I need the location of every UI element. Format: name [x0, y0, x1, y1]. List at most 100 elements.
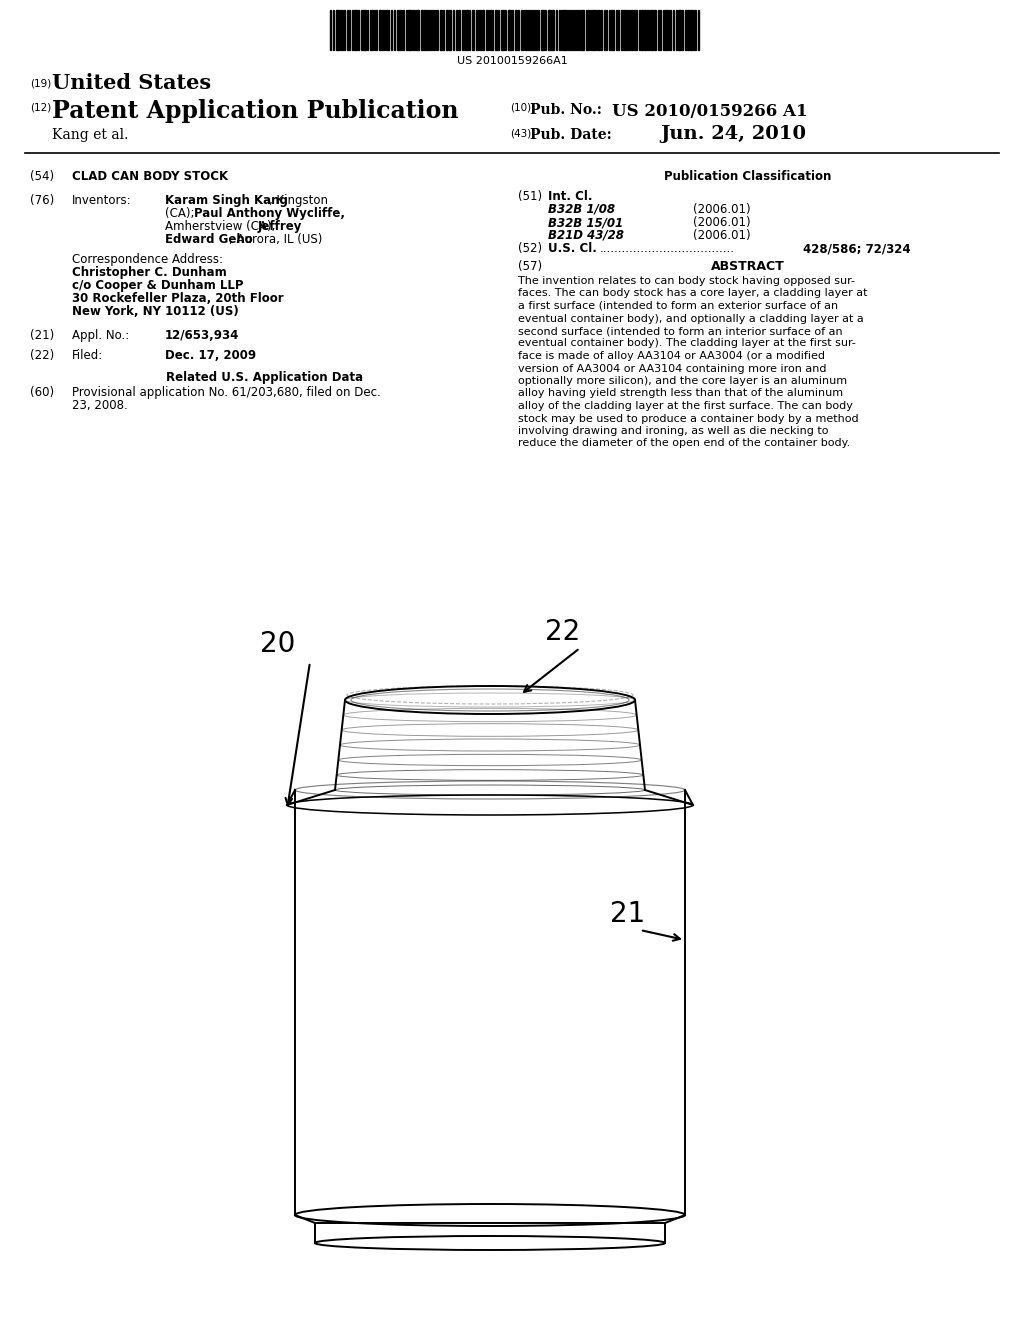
Text: alloy of the cladding layer at the first surface. The can body: alloy of the cladding layer at the first…: [518, 401, 853, 411]
Bar: [621, 11, 623, 50]
Text: US 20100159266A1: US 20100159266A1: [457, 55, 567, 66]
Bar: [624, 11, 626, 50]
Text: Jun. 24, 2010: Jun. 24, 2010: [660, 125, 806, 143]
Text: (2006.01): (2006.01): [693, 228, 751, 242]
Text: (19): (19): [30, 78, 51, 88]
Bar: [541, 11, 544, 50]
Text: 30 Rockefeller Plaza, 20th Floor: 30 Rockefeller Plaza, 20th Floor: [72, 292, 284, 305]
Text: c/o Cooper & Dunham LLP: c/o Cooper & Dunham LLP: [72, 279, 244, 292]
Bar: [641, 11, 643, 50]
Text: faces. The can body stock has a core layer, a cladding layer at: faces. The can body stock has a core lay…: [518, 289, 867, 298]
Text: involving drawing and ironing, as well as die necking to: involving drawing and ironing, as well a…: [518, 426, 828, 436]
Text: (12): (12): [30, 103, 51, 114]
Text: Provisional application No. 61/203,680, filed on Dec.: Provisional application No. 61/203,680, …: [72, 385, 381, 399]
Text: (57): (57): [518, 260, 542, 273]
Bar: [611, 11, 614, 50]
Text: B32B 15/01: B32B 15/01: [548, 216, 624, 228]
Bar: [508, 11, 511, 50]
Text: (51): (51): [518, 190, 542, 203]
Text: Karam Singh Kang: Karam Singh Kang: [165, 194, 288, 207]
Bar: [482, 11, 484, 50]
Text: 21: 21: [610, 900, 645, 928]
Bar: [515, 11, 517, 50]
Bar: [472, 11, 474, 50]
Bar: [592, 11, 595, 50]
Bar: [598, 11, 600, 50]
Text: Patent Application Publication: Patent Application Publication: [52, 99, 459, 123]
Bar: [379, 11, 381, 50]
Text: (CA);: (CA);: [165, 207, 199, 220]
Text: Appl. No.:: Appl. No.:: [72, 329, 129, 342]
Text: B32B 1/08: B32B 1/08: [548, 203, 615, 216]
Bar: [466, 11, 468, 50]
Bar: [654, 11, 656, 50]
Text: Pub. No.:: Pub. No.:: [530, 103, 602, 117]
Bar: [440, 11, 442, 50]
Text: The invention relates to can body stock having opposed sur-: The invention relates to can body stock …: [518, 276, 855, 286]
Text: Publication Classification: Publication Classification: [665, 170, 831, 183]
Text: , Kingston: , Kingston: [269, 194, 328, 207]
Text: 428/586; 72/324: 428/586; 72/324: [803, 242, 910, 255]
Text: 22: 22: [545, 618, 581, 645]
Text: (52): (52): [518, 242, 542, 255]
Bar: [421, 11, 423, 50]
Text: Kang et al.: Kang et al.: [52, 128, 128, 143]
Text: second surface (intended to form an interior surface of an: second surface (intended to form an inte…: [518, 326, 843, 337]
Text: Correspondence Address:: Correspondence Address:: [72, 253, 223, 267]
Text: alloy having yield strength less than that of the aluminum: alloy having yield strength less than th…: [518, 388, 843, 399]
Text: eventual container body), and optionally a cladding layer at a: eventual container body), and optionally…: [518, 314, 864, 323]
Text: (2006.01): (2006.01): [693, 203, 751, 216]
Text: Jeffrey: Jeffrey: [258, 220, 302, 234]
Bar: [581, 11, 584, 50]
Text: New York, NY 10112 (US): New York, NY 10112 (US): [72, 305, 239, 318]
Bar: [563, 11, 566, 50]
Bar: [552, 11, 554, 50]
Bar: [631, 11, 633, 50]
Bar: [336, 11, 339, 50]
Text: United States: United States: [52, 73, 211, 92]
Text: ....................................: ....................................: [600, 242, 735, 255]
Bar: [651, 11, 653, 50]
Text: US 2010/0159266 A1: US 2010/0159266 A1: [612, 103, 808, 120]
Text: stock may be used to produce a container body by a method: stock may be used to produce a container…: [518, 413, 859, 424]
Text: B21D 43/28: B21D 43/28: [548, 228, 624, 242]
Bar: [354, 11, 357, 50]
Text: (21): (21): [30, 329, 54, 342]
Text: face is made of alloy AA3104 or AA3004 (or a modified: face is made of alloy AA3104 or AA3004 (…: [518, 351, 825, 360]
Bar: [678, 11, 681, 50]
Bar: [408, 11, 411, 50]
Bar: [446, 11, 449, 50]
Text: Inventors:: Inventors:: [72, 194, 132, 207]
Text: (76): (76): [30, 194, 54, 207]
Bar: [449, 11, 451, 50]
Bar: [424, 11, 426, 50]
Text: (2006.01): (2006.01): [693, 216, 751, 228]
Text: version of AA3004 or AA3104 containing more iron and: version of AA3004 or AA3104 containing m…: [518, 363, 826, 374]
Bar: [665, 11, 667, 50]
Bar: [416, 11, 419, 50]
Text: U.S. Cl.: U.S. Cl.: [548, 242, 597, 255]
Bar: [525, 11, 527, 50]
Text: ABSTRACT: ABSTRACT: [711, 260, 784, 273]
Text: Christopher C. Dunham: Christopher C. Dunham: [72, 267, 226, 279]
Text: 23, 2008.: 23, 2008.: [72, 399, 128, 412]
Bar: [644, 11, 646, 50]
Text: (43): (43): [510, 128, 531, 139]
Text: Related U.S. Application Data: Related U.S. Application Data: [167, 371, 364, 384]
Bar: [458, 11, 460, 50]
Text: CLAD CAN BODY STOCK: CLAD CAN BODY STOCK: [72, 170, 228, 183]
Text: Filed:: Filed:: [72, 348, 103, 362]
Text: 12/653,934: 12/653,934: [165, 329, 240, 342]
Text: Paul Anthony Wycliffe,: Paul Anthony Wycliffe,: [194, 207, 345, 220]
Bar: [501, 11, 504, 50]
Text: Int. Cl.: Int. Cl.: [548, 190, 593, 203]
Text: Amherstview (CA);: Amherstview (CA);: [165, 220, 280, 234]
Bar: [687, 11, 689, 50]
Text: eventual container body). The cladding layer at the first sur-: eventual container body). The cladding l…: [518, 338, 856, 348]
Bar: [362, 11, 366, 50]
Bar: [548, 11, 551, 50]
Text: Edward Geho: Edward Geho: [165, 234, 253, 246]
Bar: [495, 11, 497, 50]
Text: (54): (54): [30, 170, 54, 183]
Text: Dec. 17, 2009: Dec. 17, 2009: [165, 348, 256, 362]
